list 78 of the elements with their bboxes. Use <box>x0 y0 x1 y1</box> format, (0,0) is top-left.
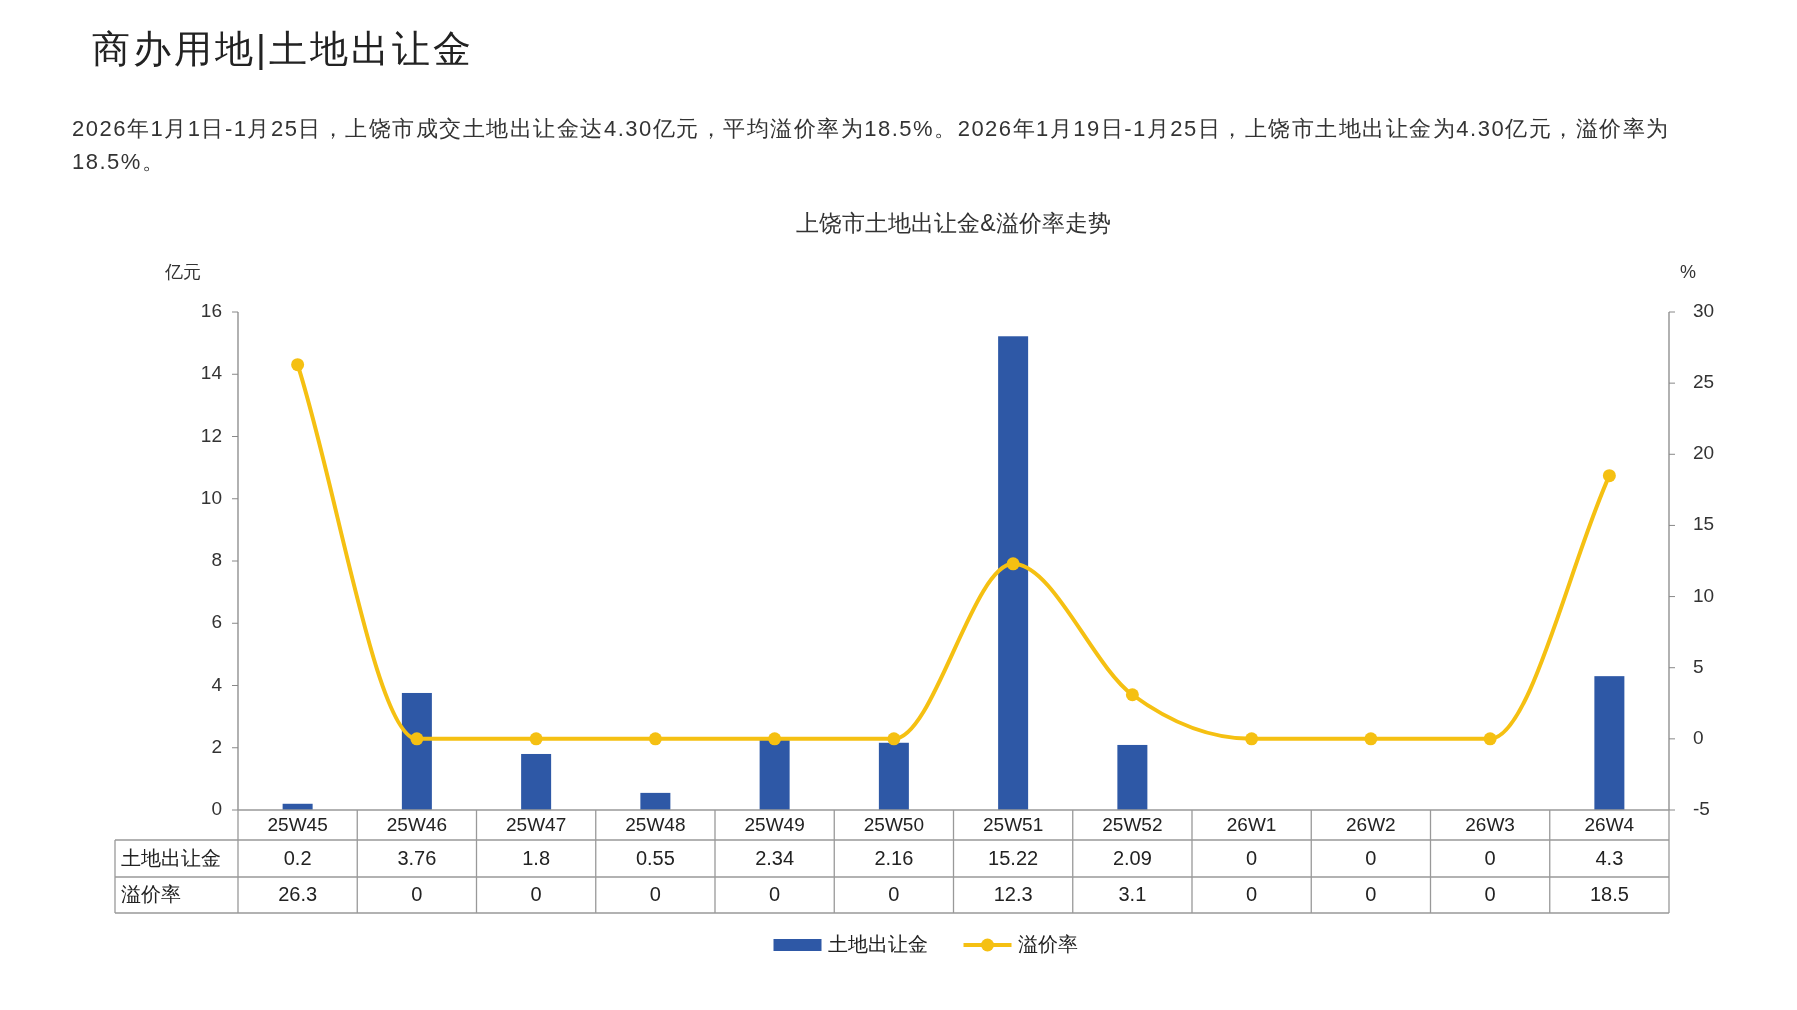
y-tick-label: 6 <box>211 611 222 633</box>
point <box>1125 688 1139 702</box>
data-label: 0 <box>1484 846 1496 869</box>
data-label: 1.8 <box>522 846 551 869</box>
data-label: 0 <box>1484 883 1496 906</box>
bar <box>401 692 432 810</box>
chart-title: 上饶市土地出让金&溢价率走势 <box>796 210 1111 237</box>
data-label: 3.76 <box>397 846 437 869</box>
legend-label: 土地出让金 <box>827 933 928 956</box>
data-label: 0.2 <box>283 846 312 869</box>
y2-tick-label: 25 <box>1693 371 1715 393</box>
point <box>529 732 543 746</box>
point <box>887 732 901 746</box>
data-label: 3.1 <box>1118 883 1147 906</box>
data-label: 0 <box>1246 846 1258 869</box>
data-label: 15.22 <box>988 846 1039 869</box>
x-tick-label: 26W4 <box>1584 814 1635 836</box>
data-label: 0 <box>1246 883 1258 906</box>
bar <box>640 792 671 810</box>
x-tick-label: 25W50 <box>863 814 924 836</box>
point <box>1602 469 1616 483</box>
data-label: 26.3 <box>278 883 318 906</box>
x-tick-label: 25W46 <box>386 814 447 836</box>
y-tick-label: 8 <box>211 549 222 571</box>
point <box>1245 732 1259 746</box>
data-label: 12.3 <box>993 883 1033 906</box>
y-axis-title: 亿元 <box>164 261 201 282</box>
data-label: 0 <box>769 883 781 906</box>
x-tick-label: 26W2 <box>1346 814 1396 836</box>
bar <box>1594 676 1625 810</box>
y-tick-label: 14 <box>200 362 223 384</box>
point <box>648 732 662 746</box>
point <box>768 732 782 746</box>
y2-tick-label: 20 <box>1693 442 1715 464</box>
x-tick-label: 25W48 <box>625 814 686 836</box>
data-label: 2.09 <box>1112 846 1152 869</box>
data-label: 0 <box>411 883 423 906</box>
y-tick-label: 12 <box>200 424 222 446</box>
bar <box>1117 744 1148 810</box>
data-label: 2.16 <box>874 846 914 869</box>
text: 2026年1月1日-1月25日，上饶市成交土地出让金达4.30亿元，平均溢价率为18.5%。2026年1月19日-1月25日，上饶市土地出让金为4.30亿元，溢价率为18.5%。 <box>72 115 1671 176</box>
data-label: 18.5 <box>1589 883 1629 906</box>
x-tick-label: 25W49 <box>744 814 805 836</box>
y2-tick-label: -5 <box>1693 798 1710 820</box>
data-label: 0 <box>649 883 661 906</box>
data-label: 0 <box>888 883 900 906</box>
data-label: 0 <box>1365 883 1377 906</box>
y2-tick-label: 10 <box>1693 584 1715 606</box>
point <box>1006 557 1020 571</box>
y2-axis-title: % <box>1679 261 1697 282</box>
y2-tick-label: 30 <box>1693 300 1715 322</box>
bar <box>878 742 909 810</box>
y-tick-label: 16 <box>200 300 222 322</box>
text: 商办用地|土地出让金 <box>92 27 474 72</box>
y2-tick-label: 15 <box>1693 513 1715 535</box>
bar <box>521 753 552 810</box>
point <box>1364 732 1378 746</box>
x-tick-label: 25W45 <box>267 814 328 836</box>
x-tick-label: 26W3 <box>1465 814 1515 836</box>
point <box>1483 732 1497 746</box>
bar <box>998 336 1029 810</box>
y-tick-label: 10 <box>200 486 222 508</box>
legend-label: 溢价率 <box>1017 933 1078 956</box>
point <box>291 358 305 372</box>
y-tick-label: 2 <box>211 735 222 757</box>
y2-tick-label: 0 <box>1693 726 1704 748</box>
data-label: 0 <box>1365 846 1377 869</box>
data-label: 0.55 <box>635 846 675 869</box>
x-tick-label: 25W51 <box>983 814 1044 836</box>
data-label: 4.3 <box>1595 846 1624 869</box>
data-label: 2.34 <box>755 846 795 869</box>
y2-tick-label: 5 <box>1693 655 1704 677</box>
point <box>410 732 424 746</box>
x-tick-label: 25W47 <box>506 814 567 836</box>
y-tick-label: 4 <box>211 673 223 695</box>
data-label: 0 <box>530 883 542 906</box>
x-tick-label: 26W1 <box>1226 814 1277 836</box>
x-tick-label: 25W52 <box>1102 814 1163 836</box>
